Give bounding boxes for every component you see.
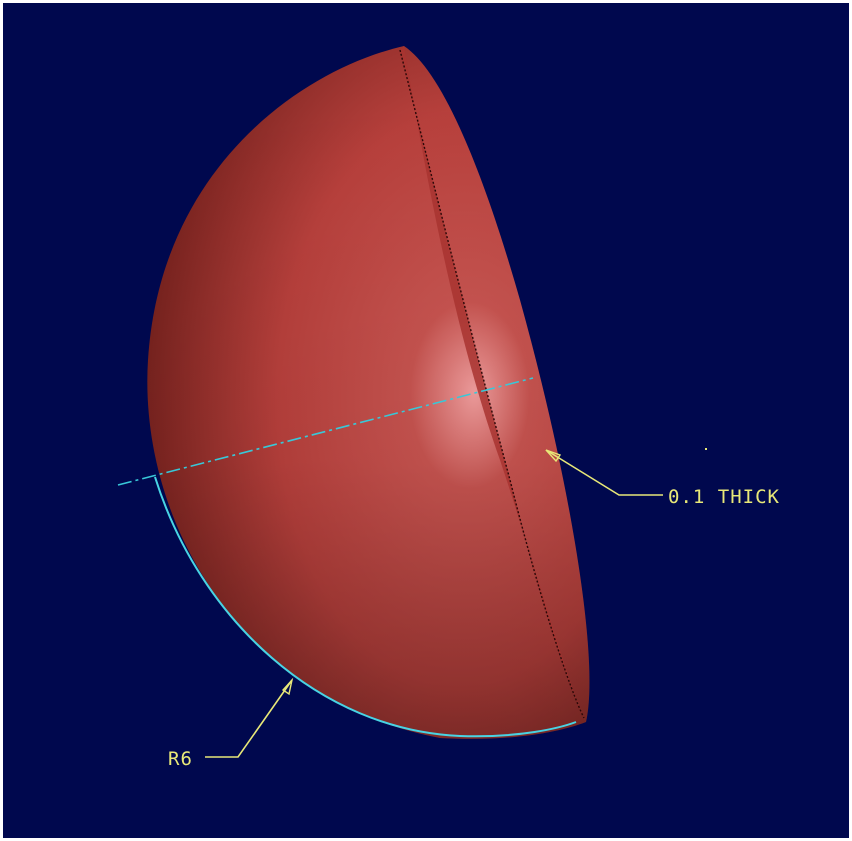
radius-leader-arrowhead [281,677,294,696]
sketch-point [705,448,707,450]
radius-dimension-arc[interactable] [154,476,577,738]
thickness-leader-line [545,449,663,496]
axis-centerline [117,377,534,486]
shell-rim-edge [399,49,585,719]
hemisphere-shading [147,46,590,739]
radius-leader-line [205,679,293,758]
thickness-dimension-label[interactable]: 0.1 THICK [668,486,780,508]
thickness-leader-arrowhead [545,449,562,463]
radius-dimension-label[interactable]: R6 [168,748,193,770]
